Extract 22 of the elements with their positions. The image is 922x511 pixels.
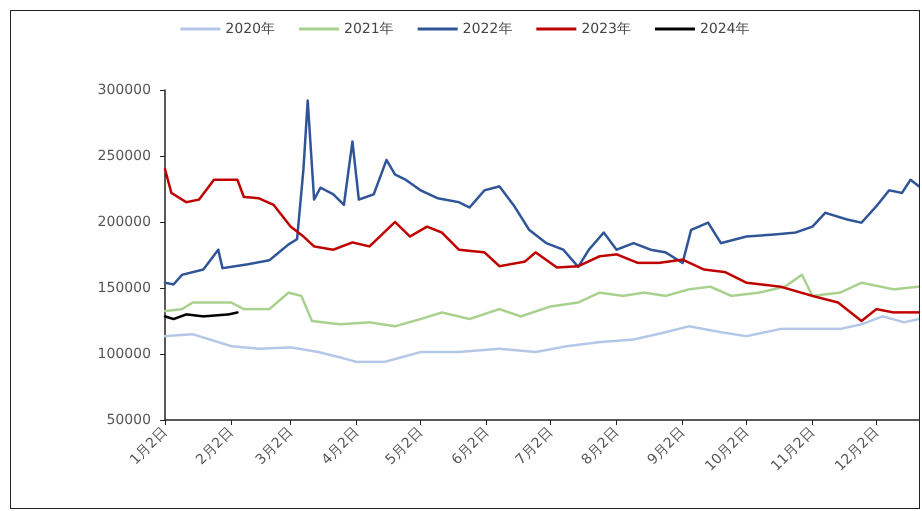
x-tick-label: 2月2日 [192,424,237,468]
y-tick-label: 200000 [98,214,151,230]
legend-label: 2023年 [581,21,631,37]
legend-label: 2021年 [344,21,394,37]
legend-label: 2024年 [700,21,750,37]
x-tick-label: 7月2日 [512,424,556,468]
x-tick-label: 4月2日 [318,424,362,468]
x-tick-label: 11月2日 [768,424,818,474]
legend-label: 2020年 [225,21,276,37]
y-tick-label: 150000 [98,280,151,296]
legend-label: 2022年 [462,21,512,37]
x-tick-label: 9月2日 [644,424,688,468]
x-tick-label: 5月2日 [382,424,426,468]
y-tick-label: 250000 [98,148,151,164]
line-series [164,311,239,320]
x-tick-label: 3月2日 [252,424,296,468]
x-tick-label: 6月2日 [448,424,492,468]
x-tick-label: 12月2日 [832,424,882,474]
x-tick-label: 10月2日 [702,424,752,474]
x-tick-label: 8月2日 [578,424,622,468]
y-tick-label: 300000 [98,82,151,98]
y-tick-label: 100000 [98,346,151,362]
